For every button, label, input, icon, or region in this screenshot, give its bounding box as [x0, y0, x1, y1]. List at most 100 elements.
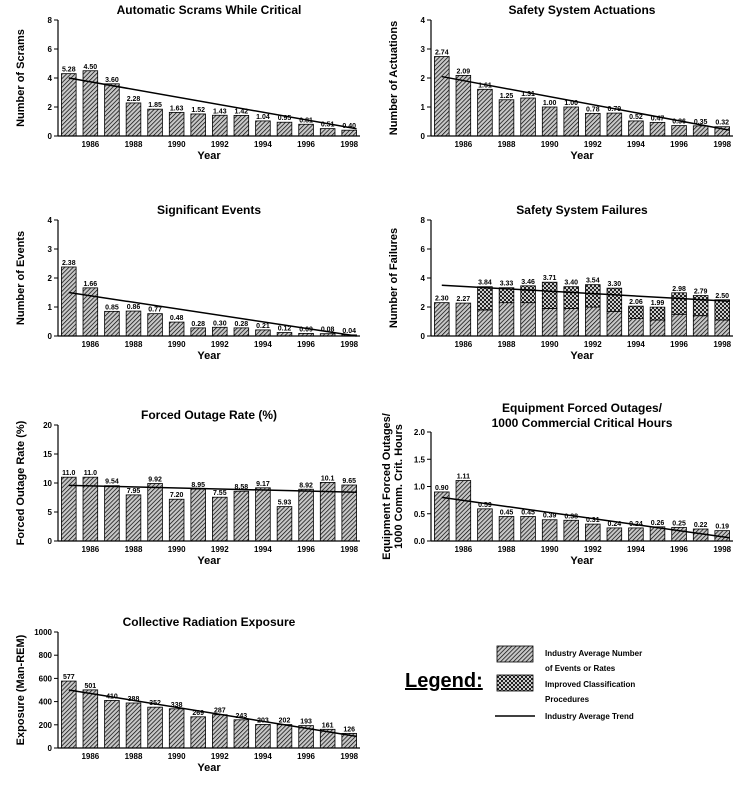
- failures-bar-base-1998: [714, 319, 730, 337]
- equipment-value-label-1995: 0.26: [651, 520, 665, 527]
- equipment-ylabel: Equipment Forced Outages/1000 Comm. Crit…: [381, 413, 405, 560]
- actuations-xlabel: Year: [570, 150, 594, 162]
- significant-value-label-1987: 0.85: [105, 304, 119, 311]
- equipment-ylabel-line-2: 1000 Comm. Crit. Hours: [393, 424, 405, 549]
- radiation-ytick-label-1: 200: [39, 721, 53, 730]
- outage_rate-bar-1986: [82, 476, 99, 542]
- radiation-trend-line: [68, 689, 357, 738]
- scrams-ylabel-line-1: Number of Scrams: [15, 29, 27, 127]
- failures-bar-base-1985: [434, 302, 450, 337]
- failures-xtick-1988: 1988: [498, 340, 516, 349]
- radiation-value-label-1990: 338: [171, 702, 183, 709]
- equipment-value-label-1991: 0.38: [564, 513, 578, 520]
- outage_rate-ytick-label-1: 5: [48, 508, 53, 517]
- failures-bar-improved-1996: [671, 292, 687, 315]
- failures-bar-base-1991: [563, 308, 579, 337]
- scrams-value-label-1985: 5.28: [62, 67, 76, 74]
- equipment-ytick-label-2: 1.0: [414, 483, 426, 492]
- failures-ytick-label-3: 6: [421, 245, 426, 254]
- significant-title-line-1: Significant Events: [157, 203, 261, 217]
- equipment-xtick-1998: 1998: [713, 545, 731, 554]
- scrams-value-label-1997: 0.51: [321, 122, 335, 129]
- chart-forced-outage-rate: Forced Outage Rate (%) Forced Outage Rate…: [0, 405, 373, 595]
- significant-value-label-1993: 0.28: [235, 321, 249, 328]
- failures-ylabel-line-1: Number of Failures: [388, 228, 400, 328]
- actuations-value-label-1997: 0.35: [694, 119, 708, 126]
- radiation-value-label-1991: 269: [192, 710, 204, 717]
- outage_rate-bar-1989: [147, 483, 163, 542]
- radiation-ylabel-line-1: Exposure (Man-REM): [15, 634, 27, 745]
- scrams-xtick-1986: 1986: [81, 140, 99, 149]
- equipment-xtick-1986: 1986: [454, 545, 472, 554]
- outage_rate-bar-1995: [276, 506, 293, 542]
- radiation-value-label-1996: 193: [300, 719, 312, 726]
- significant-value-label-1997: 0.08: [321, 327, 335, 334]
- equipment-value-label-1990: 0.39: [543, 513, 557, 520]
- significant-bar-1985: [61, 266, 77, 337]
- failures-bar-improved-1998: [714, 299, 730, 321]
- equipment-value-label-1993: 0.24: [608, 521, 622, 528]
- outage_rate-bar-1991: [190, 488, 206, 542]
- scrams-xtick-1996: 1996: [297, 140, 315, 149]
- failures-xtick-1998: 1998: [713, 340, 731, 349]
- chart-equipment-forced-outages: Equipment Forced Outages/1000 Commercial…: [373, 401, 746, 595]
- actuations-xtick-1992: 1992: [584, 140, 602, 149]
- failures-bar-base-1989: [520, 302, 536, 337]
- outage_rate-ylabel: Forced Outage Rate (%): [15, 420, 27, 545]
- scrams-value-label-1989: 1.85: [148, 102, 162, 109]
- actuations-bar-1989: [520, 97, 536, 137]
- radiation-value-label-1998: 126: [343, 726, 355, 733]
- failures-bar-base-1996: [671, 313, 687, 337]
- outage_rate-ytick-label-3: 15: [43, 450, 52, 459]
- significant-value-label-1988: 0.86: [127, 304, 141, 311]
- actuations-xtick-1986: 1986: [454, 140, 472, 149]
- equipment-title-line-1: Equipment Forced Outages/: [502, 401, 663, 415]
- actuations-bar-1992: [585, 112, 601, 137]
- outage_rate-value-label-1993: 8.58: [235, 484, 249, 491]
- outage_rate-xtick-1998: 1998: [340, 545, 358, 554]
- equipment-ylabel-line-1: Equipment Forced Outages/: [381, 413, 393, 560]
- failures-ytick-label-4: 8: [421, 216, 426, 225]
- radiation-ytick-label-3: 600: [39, 674, 53, 683]
- actuations-xtick-1990: 1990: [541, 140, 559, 149]
- radiation-xtick-1996: 1996: [297, 752, 315, 761]
- significant-ytick-label-4: 4: [48, 216, 53, 225]
- actuations-bar-1996: [671, 125, 687, 137]
- equipment-bar-1991: [563, 519, 579, 542]
- outage_rate-bar-1987: [104, 485, 120, 542]
- failures-bar-improved-1991: [563, 286, 579, 309]
- actuations-xtick-1996: 1996: [670, 140, 688, 149]
- radiation-bar-1986: [82, 689, 99, 749]
- scrams-bar-1991: [190, 113, 206, 137]
- legend-swatch-crosshatched: [496, 674, 534, 692]
- outage_rate-xtick-1996: 1996: [297, 545, 315, 554]
- significant-value-label-1998: 0.04: [342, 328, 356, 335]
- failures-value-label-1996: 2.98: [672, 286, 686, 293]
- legend: Legend: Industry Average Number of Event…: [400, 643, 740, 733]
- failures-bar-improved-1990: [541, 281, 558, 309]
- failures-bar-improved-1993: [606, 287, 623, 312]
- equipment-bar-1989: [520, 516, 536, 542]
- scrams-bar-1997: [319, 128, 336, 137]
- failures-bar-base-1994: [628, 318, 644, 337]
- failures-bar-improved-1994: [628, 305, 644, 319]
- actuations-ytick-label-1: 1: [421, 103, 426, 112]
- legend-item-2-line-2: Procedures: [545, 695, 590, 704]
- significant-xtick-1986: 1986: [81, 340, 99, 349]
- outage_rate-title-line-1: Forced Outage Rate (%): [141, 408, 277, 422]
- significant-bar-1993: [233, 327, 250, 337]
- failures-bar-base-1990: [541, 308, 558, 337]
- actuations-trend-line: [441, 75, 730, 131]
- equipment-bar-1990: [541, 519, 558, 542]
- significant-ytick-label-0: 0: [48, 332, 53, 341]
- actuations-bar-1986: [455, 74, 472, 137]
- scrams-value-label-1993: 1.42: [235, 108, 249, 115]
- radiation-ytick-label-5: 1000: [34, 628, 52, 637]
- scrams-ylabel: Number of Scrams: [15, 29, 27, 127]
- significant-ytick-label-2: 2: [48, 274, 53, 283]
- radiation-value-label-1997: 161: [322, 722, 334, 729]
- failures-ylabel: Number of Failures: [388, 228, 400, 328]
- failures-bar-base-1987: [477, 309, 493, 337]
- outage_rate-value-label-1990: 7.20: [170, 492, 184, 499]
- failures-ytick-label-0: 0: [421, 332, 426, 341]
